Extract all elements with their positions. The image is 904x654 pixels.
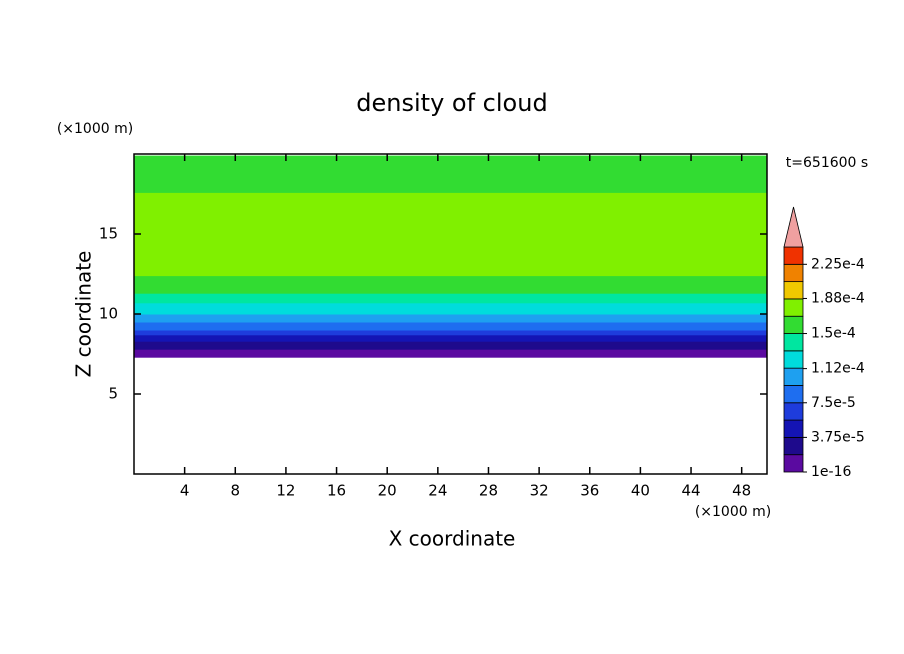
contour-band (134, 341, 767, 350)
colorbar-box (783, 246, 804, 265)
colorbar-extend (783, 206, 804, 248)
colorbar-tick-label: 7.5e-5 (811, 395, 856, 411)
x-tick-label: 44 (681, 482, 700, 500)
colorbar-tick-label: 2.25e-4 (811, 256, 865, 272)
y-tick-label: 10 (99, 305, 118, 323)
contour-band (134, 330, 767, 336)
colorbar-tick-label: 1.88e-4 (811, 290, 865, 306)
colorbar-box (783, 454, 804, 473)
colorbar-box (783, 419, 804, 438)
contour-band (134, 192, 767, 277)
time-label: t=651600 s (786, 155, 868, 171)
x-tick-label: 24 (428, 482, 447, 500)
colorbar-tick-label: 1.5e-4 (811, 326, 856, 342)
contour-band (134, 293, 767, 304)
x-tick-label: 16 (327, 482, 346, 500)
x-tick-label: 8 (231, 482, 241, 500)
x-axis-title: X coordinate (389, 527, 516, 551)
contour-band (134, 155, 767, 168)
y-unit: (×1000 m) (57, 121, 133, 137)
x-tick-label: 36 (580, 482, 599, 500)
colorbar-box (783, 281, 804, 300)
y-axis-title: Z coordinate (72, 251, 96, 378)
colorbar-box (783, 385, 804, 404)
colorbar-box (783, 333, 804, 352)
x-tick-label: 4 (180, 482, 190, 500)
x-tick-label: 20 (378, 482, 397, 500)
colorbar-box (783, 298, 804, 317)
colorbar-tick-label: 1.12e-4 (811, 361, 865, 377)
contour-band (134, 302, 767, 315)
colorbar-box (783, 402, 804, 421)
x-tick-label: 28 (479, 482, 498, 500)
colorbar-tick-label: 3.75e-5 (811, 429, 865, 445)
contour-band (134, 314, 767, 323)
x-tick-label: 12 (276, 482, 295, 500)
y-tick-label: 5 (108, 385, 118, 403)
contour-band (134, 349, 767, 358)
contour-band (134, 166, 767, 193)
contour-band (134, 334, 767, 342)
chart-title: density of cloud (356, 89, 547, 117)
x-tick-label: 40 (631, 482, 650, 500)
colorbar-box (783, 350, 804, 369)
x-tick-label: 48 (732, 482, 751, 500)
colorbar-box (783, 367, 804, 386)
colorbar-box (783, 263, 804, 283)
colorbar-tick-label: 1e-16 (811, 464, 851, 480)
y-tick-label: 15 (99, 225, 118, 243)
colorbar-box (783, 315, 804, 334)
x-unit: (×1000 m) (695, 504, 771, 520)
contour-band (134, 322, 767, 331)
x-tick-label: 32 (530, 482, 549, 500)
colorbar-box (783, 436, 804, 456)
contour-band (134, 275, 767, 294)
